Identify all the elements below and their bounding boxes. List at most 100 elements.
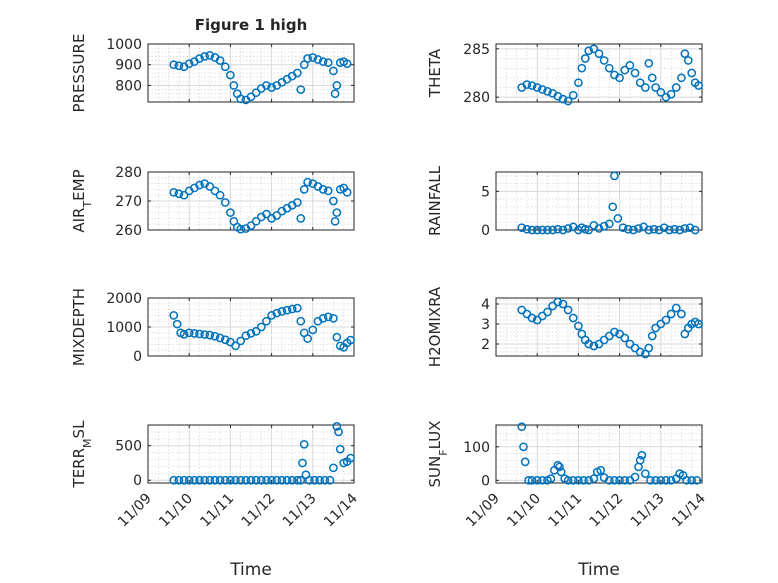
data-point bbox=[262, 316, 271, 326]
data-point bbox=[670, 224, 679, 234]
data-point bbox=[577, 63, 587, 73]
data-point bbox=[298, 458, 307, 468]
y-tick-label: 0 bbox=[133, 473, 142, 489]
data-point bbox=[313, 55, 323, 64]
data-point bbox=[246, 92, 256, 102]
data-point bbox=[675, 225, 685, 235]
y-axis-label: AIRTEMP bbox=[70, 169, 94, 232]
y-tick-label: 0 bbox=[133, 349, 142, 365]
data-point bbox=[236, 224, 246, 234]
data-point bbox=[210, 331, 220, 341]
data-point bbox=[310, 475, 319, 485]
y-axis-label: THETA bbox=[426, 48, 444, 98]
data-point bbox=[282, 305, 292, 315]
data-point bbox=[615, 73, 624, 83]
data-point bbox=[558, 94, 568, 104]
data-point bbox=[651, 475, 661, 485]
data-point bbox=[220, 335, 230, 345]
y-tick-label: 5 bbox=[481, 184, 490, 200]
data-point bbox=[683, 56, 693, 65]
data-point bbox=[246, 221, 256, 230]
y-tick-label: 1000 bbox=[106, 320, 142, 336]
data-point bbox=[563, 475, 573, 485]
data-point bbox=[267, 311, 276, 320]
data-point bbox=[277, 306, 287, 316]
data-point bbox=[332, 422, 342, 431]
data-point bbox=[272, 211, 282, 220]
data-point bbox=[215, 475, 225, 485]
data-point bbox=[604, 63, 614, 73]
y-axis-label: SUNFLUX bbox=[426, 421, 450, 488]
data-point bbox=[654, 225, 664, 235]
data-point bbox=[568, 475, 578, 485]
data-point bbox=[532, 83, 542, 92]
series-markers bbox=[169, 422, 355, 485]
data-point bbox=[630, 472, 640, 482]
data-point bbox=[538, 475, 547, 485]
data-point bbox=[594, 49, 604, 59]
y-axis-label-subscript: M bbox=[81, 438, 94, 448]
data-point bbox=[303, 334, 312, 343]
data-point bbox=[625, 60, 635, 70]
data-point bbox=[226, 208, 235, 217]
data-point bbox=[262, 81, 271, 90]
subplot-airtemp: 260 270 280 AIRTEMP bbox=[70, 165, 355, 239]
data-point bbox=[215, 190, 225, 200]
data-point bbox=[637, 450, 647, 460]
data-point bbox=[303, 177, 312, 187]
subplot-pressure: 800 900 1000 PRESSURE bbox=[70, 34, 355, 112]
data-point bbox=[694, 319, 703, 329]
data-point bbox=[169, 475, 179, 485]
data-point bbox=[293, 303, 302, 313]
data-point bbox=[677, 73, 686, 83]
data-point bbox=[543, 307, 552, 317]
data-point bbox=[210, 186, 220, 196]
data-point bbox=[644, 343, 654, 353]
data-point bbox=[251, 475, 261, 485]
data-point bbox=[246, 329, 256, 338]
data-point bbox=[220, 475, 230, 485]
axes-box bbox=[147, 43, 355, 103]
data-point bbox=[574, 78, 583, 88]
data-point bbox=[635, 347, 645, 357]
data-point bbox=[659, 223, 669, 233]
subplot-mixdepth: 0 1000 2000 MIXDEPTH bbox=[70, 288, 355, 366]
data-point bbox=[303, 54, 312, 63]
data-point bbox=[315, 475, 325, 485]
data-point bbox=[656, 87, 666, 97]
data-point bbox=[687, 475, 697, 485]
data-point bbox=[682, 475, 691, 485]
data-point bbox=[226, 475, 235, 485]
data-point bbox=[685, 223, 695, 233]
data-point bbox=[558, 225, 568, 235]
data-point bbox=[330, 89, 340, 99]
data-point bbox=[172, 319, 182, 329]
data-point bbox=[329, 66, 338, 76]
data-point bbox=[299, 439, 309, 449]
data-point bbox=[195, 475, 204, 485]
series-markers bbox=[169, 303, 355, 352]
data-point bbox=[543, 225, 552, 235]
data-point bbox=[342, 187, 352, 197]
data-point bbox=[538, 85, 547, 94]
data-point bbox=[296, 316, 306, 326]
data-point bbox=[169, 187, 179, 197]
data-point bbox=[665, 225, 674, 235]
data-point bbox=[522, 224, 532, 234]
data-point bbox=[634, 224, 643, 233]
data-point bbox=[604, 219, 614, 229]
y-axis-label-main: RAINFALL bbox=[426, 165, 444, 236]
y-axis-label-subscript: F bbox=[437, 449, 450, 455]
data-point bbox=[543, 87, 552, 96]
data-point bbox=[630, 68, 640, 78]
data-point bbox=[680, 224, 690, 233]
data-point bbox=[205, 182, 215, 191]
data-point bbox=[267, 83, 276, 92]
data-point bbox=[251, 88, 261, 98]
y-tick-label: 100 bbox=[463, 440, 490, 456]
data-point bbox=[329, 196, 338, 206]
data-point bbox=[641, 469, 650, 478]
data-point bbox=[332, 208, 342, 217]
data-point bbox=[318, 57, 328, 66]
data-point bbox=[651, 83, 661, 92]
